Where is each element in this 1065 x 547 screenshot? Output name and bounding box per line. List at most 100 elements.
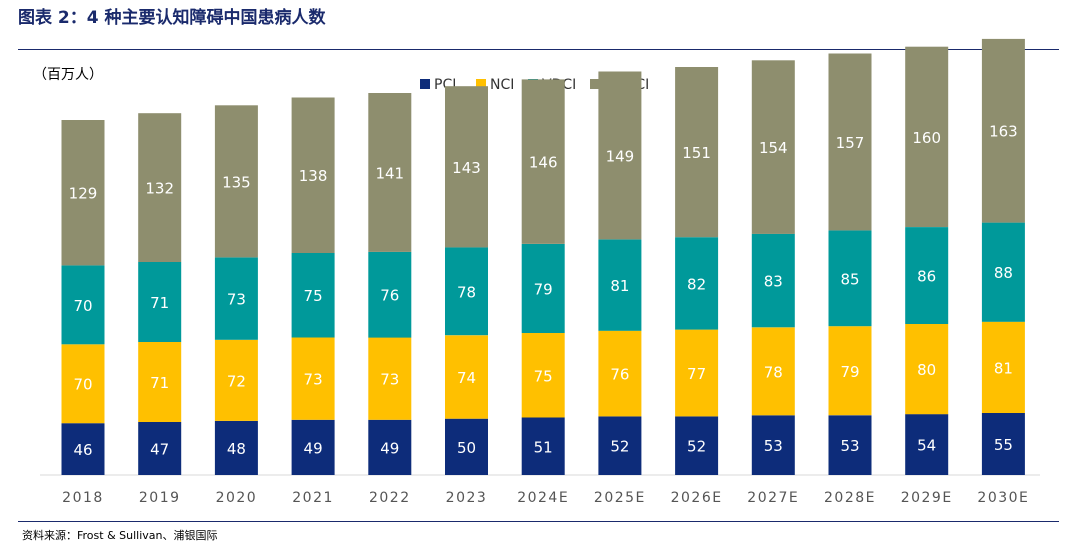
data-label-cddci-2026e: 151 <box>682 144 711 162</box>
data-label-pci-2018: 46 <box>73 441 92 459</box>
data-label-vdci-2020: 73 <box>227 291 246 309</box>
data-label-pci-2021: 49 <box>304 439 323 457</box>
data-label-pci-2019: 47 <box>150 441 169 459</box>
x-tick-label-2025e: 2025E <box>594 490 646 506</box>
bar-vdci-2025e <box>598 239 642 331</box>
x-tick-label-2030e: 2030E <box>977 490 1029 506</box>
bar-vdci-2027e <box>751 233 795 328</box>
data-label-cddci-2021: 138 <box>299 167 328 185</box>
bar-nci-2027e <box>751 327 795 416</box>
bar-vdci-2028e <box>828 230 872 327</box>
bar-cddci-2023 <box>445 86 488 248</box>
bar-pci-2028e <box>828 415 872 475</box>
legend-label-nci: NCI <box>490 77 514 93</box>
bar-pci-2022 <box>368 419 412 475</box>
bar-pci-2027e <box>751 415 795 475</box>
bar-pci-2030e <box>981 413 1025 475</box>
bar-cddci-2024e <box>521 79 565 244</box>
bar-vdci-2022 <box>368 251 412 338</box>
bar-pci-2021 <box>291 419 335 475</box>
bar-pci-2019 <box>138 422 182 475</box>
bar-vdci-2030e <box>981 222 1025 322</box>
bar-cddci-2030e <box>981 38 1025 223</box>
bar-vdci-2029e <box>905 227 949 324</box>
data-label-vdci-2024e: 79 <box>534 281 553 299</box>
x-tick-label-2026e: 2026E <box>671 490 723 506</box>
data-label-nci-2023: 74 <box>457 369 476 387</box>
x-tick-label-2022: 2022 <box>369 490 411 506</box>
bar-pci-2018 <box>61 423 105 475</box>
data-label-vdci-2028e: 85 <box>840 270 859 288</box>
data-label-nci-2022: 73 <box>380 371 399 389</box>
bar-nci-2023 <box>445 335 488 419</box>
bar-nci-2030e <box>981 321 1025 413</box>
data-label-cddci-2024e: 146 <box>529 154 558 172</box>
data-label-pci-2020: 48 <box>227 440 246 458</box>
x-tick-label-2023: 2023 <box>446 490 488 506</box>
data-label-nci-2020: 72 <box>227 372 246 390</box>
data-label-pci-2025e: 52 <box>610 438 629 456</box>
bar-vdci-2021 <box>291 253 335 338</box>
data-label-pci-2026e: 52 <box>687 438 706 456</box>
data-label-vdci-2026e: 82 <box>687 275 706 293</box>
bar-vdci-2024e <box>521 244 565 333</box>
data-label-cddci-2030e: 163 <box>989 123 1018 141</box>
bar-nci-2021 <box>291 337 335 420</box>
bar-nci-2029e <box>905 324 949 415</box>
data-label-vdci-2022: 76 <box>380 287 399 305</box>
bottom-divider <box>18 521 1059 522</box>
bar-pci-2029e <box>905 414 949 475</box>
bar-nci-2026e <box>675 329 719 417</box>
data-label-cddci-2023: 143 <box>452 159 481 177</box>
data-label-vdci-2025e: 81 <box>610 277 629 295</box>
data-label-nci-2030e: 81 <box>994 359 1013 377</box>
data-label-nci-2026e: 77 <box>687 365 706 383</box>
data-label-nci-2018: 70 <box>73 376 92 394</box>
bar-pci-2023 <box>445 418 488 475</box>
data-label-cddci-2028e: 157 <box>836 134 865 152</box>
bar-vdci-2019 <box>138 262 182 342</box>
data-label-nci-2019: 71 <box>150 374 169 392</box>
data-label-nci-2025e: 76 <box>610 366 629 384</box>
legend-swatch-nci <box>476 79 486 89</box>
data-label-nci-2021: 73 <box>304 371 323 389</box>
x-tick-label-2019: 2019 <box>139 490 181 506</box>
data-label-vdci-2021: 75 <box>304 287 323 305</box>
bar-pci-2024e <box>521 417 565 475</box>
data-label-pci-2024e: 51 <box>534 438 553 456</box>
bar-vdci-2020 <box>214 257 258 340</box>
bars-group <box>61 38 1025 475</box>
bar-vdci-2023 <box>445 247 488 336</box>
x-tick-label-2028e: 2028E <box>824 490 876 506</box>
bar-nci-2020 <box>214 339 258 421</box>
data-label-vdci-2019: 71 <box>150 294 169 312</box>
data-label-vdci-2023: 78 <box>457 283 476 301</box>
data-labels-group: 46 70 70 129 47 71 71 132 48 72 73 135 49 73 75 138 49 73… <box>69 123 1018 459</box>
data-label-vdci-2029e: 86 <box>917 268 936 286</box>
data-label-vdci-2027e: 83 <box>764 273 783 291</box>
x-tick-label-2029e: 2029E <box>901 490 953 506</box>
bar-cddci-2029e <box>905 46 949 228</box>
data-label-nci-2028e: 79 <box>840 363 859 381</box>
bar-vdci-2026e <box>675 237 719 330</box>
x-tick-label-2024e: 2024E <box>517 490 569 506</box>
bar-vdci-2018 <box>61 265 105 345</box>
bar-cddci-2018 <box>61 120 105 266</box>
chart-title: 图表 2：4 种主要认知障碍中国患病人数 <box>18 8 326 28</box>
bar-nci-2022 <box>368 337 412 420</box>
data-label-cddci-2029e: 160 <box>912 129 941 147</box>
data-label-vdci-2018: 70 <box>73 297 92 315</box>
bar-nci-2024e <box>521 333 565 418</box>
source-note: 资料来源：Frost & Sullivan、浦银国际 <box>22 529 218 542</box>
x-tick-labels-group: 2018 2019 2020 2021 2022 2023 2024E 2025E 2026E 2… <box>62 490 1029 506</box>
data-label-cddci-2020: 135 <box>222 173 251 191</box>
data-label-cddci-2027e: 154 <box>759 139 788 157</box>
bar-cddci-2025e <box>598 71 642 240</box>
data-label-pci-2029e: 54 <box>917 437 936 455</box>
x-tick-label-2021: 2021 <box>292 490 334 506</box>
bar-cddci-2028e <box>828 53 872 231</box>
bar-pci-2026e <box>675 416 719 475</box>
data-label-cddci-2025e: 149 <box>606 148 635 166</box>
data-label-nci-2029e: 80 <box>917 361 936 379</box>
top-divider <box>18 49 1059 50</box>
